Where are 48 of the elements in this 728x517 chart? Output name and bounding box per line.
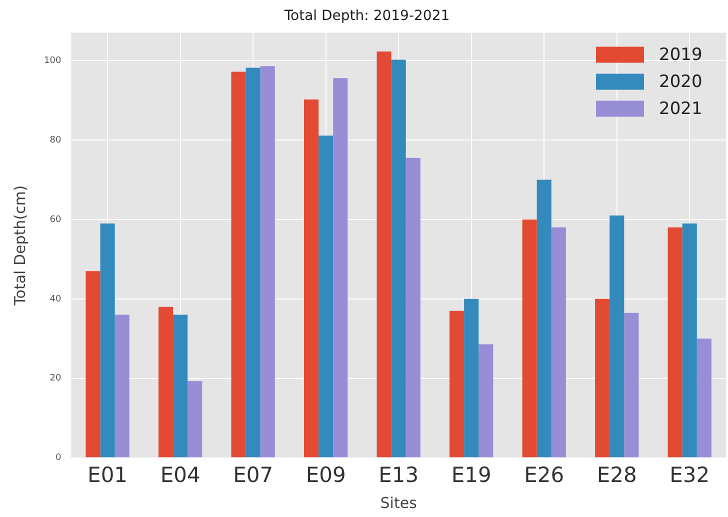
legend-label: 2020 <box>659 72 702 92</box>
bar <box>696 338 712 458</box>
y-tick-label: 60 <box>50 214 62 225</box>
x-tick-label: E09 <box>306 462 346 487</box>
bar <box>522 219 537 458</box>
bar <box>406 158 420 458</box>
bar <box>478 344 494 458</box>
x-tick-label: E04 <box>160 462 200 487</box>
bar <box>260 66 275 458</box>
bar <box>188 381 202 458</box>
bar <box>376 51 392 458</box>
bar <box>464 298 479 458</box>
bar <box>246 68 260 458</box>
legend-label: 2021 <box>659 99 702 120</box>
y-tick-label: 80 <box>50 135 62 146</box>
y-tick-label: 0 <box>55 453 62 464</box>
bar <box>450 310 464 458</box>
bar <box>158 306 174 458</box>
bar <box>595 298 610 458</box>
x-tick-label: E32 <box>670 462 710 487</box>
bar <box>333 78 348 458</box>
bar <box>100 223 115 458</box>
chart-title: Total Depth: 2019-2021 <box>283 8 450 24</box>
bar <box>318 136 334 458</box>
bar <box>173 314 188 458</box>
bar <box>536 180 552 458</box>
bar <box>304 100 319 458</box>
x-axis-title: Sites <box>380 494 418 512</box>
x-tick-label: E28 <box>596 462 637 487</box>
y-tick-label: 40 <box>50 294 62 304</box>
x-tick-label: E19 <box>451 462 492 487</box>
bar <box>86 271 100 458</box>
bar <box>551 227 566 458</box>
bar <box>231 72 246 458</box>
x-tick-label: E13 <box>378 462 419 487</box>
bar <box>668 227 682 458</box>
bar <box>114 314 130 458</box>
bar <box>682 223 697 458</box>
bar <box>610 216 624 458</box>
y-tick-label: 100 <box>44 56 62 66</box>
bar <box>624 312 639 458</box>
y-tick-label: 20 <box>50 374 62 384</box>
legend-label: 2019 <box>659 45 702 66</box>
x-tick-label: E26 <box>524 462 564 487</box>
y-axis-title: Total Depth(cm) <box>10 185 29 306</box>
x-tick-label: E07 <box>233 462 274 487</box>
x-tick-label: E01 <box>88 462 128 487</box>
bar <box>391 60 406 458</box>
